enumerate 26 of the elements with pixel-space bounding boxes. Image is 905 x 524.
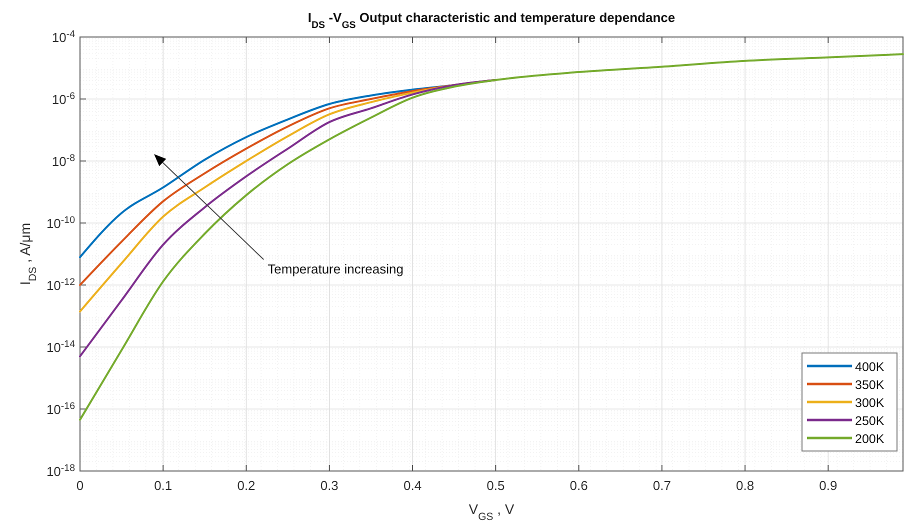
legend-label: 300K — [855, 396, 885, 410]
y-tick-label: 10$^{-14}$ — [46, 338, 76, 355]
x-axis-title: V$_{GS}$, V — [468, 501, 515, 523]
chart-title: I$_{DS}$-V$_{GS}$ Output characteristic and temperature dependance — [308, 10, 676, 30]
annotation: Temperature increasing — [268, 262, 404, 277]
legend-label: 350K — [855, 378, 885, 392]
x-tick-label: 0.5 — [486, 478, 505, 493]
x-tick-label: 0.9 — [819, 478, 838, 493]
legend-label: 400K — [855, 360, 885, 374]
x-tick-label: 0.8 — [736, 478, 754, 493]
x-tick-label: 0.3 — [320, 478, 338, 493]
y-tick-label: 10$^{-12}$ — [46, 276, 75, 293]
x-tick-label: 0.1 — [154, 478, 172, 493]
legend-label: 250K — [855, 414, 885, 428]
x-tick-label: 0.6 — [570, 478, 588, 493]
legend-label: 200K — [855, 432, 885, 446]
x-tick-label: 0.4 — [403, 478, 422, 493]
y-tick-label: 10$^{-16}$ — [46, 400, 75, 417]
x-tick-label: 0.7 — [652, 478, 671, 493]
y-tick-label: 10$^{-4}$ — [52, 28, 76, 45]
y-tick-label: 10$^{-8}$ — [52, 152, 75, 169]
x-tick-label: 0 — [76, 478, 84, 493]
y-tick-label: 10$^{-18}$ — [46, 462, 75, 479]
y-tick-label: 10$^{-10}$ — [46, 214, 76, 231]
y-tick-label: 10$^{-6}$ — [52, 90, 75, 107]
x-tick-label: 0.2 — [237, 478, 256, 493]
